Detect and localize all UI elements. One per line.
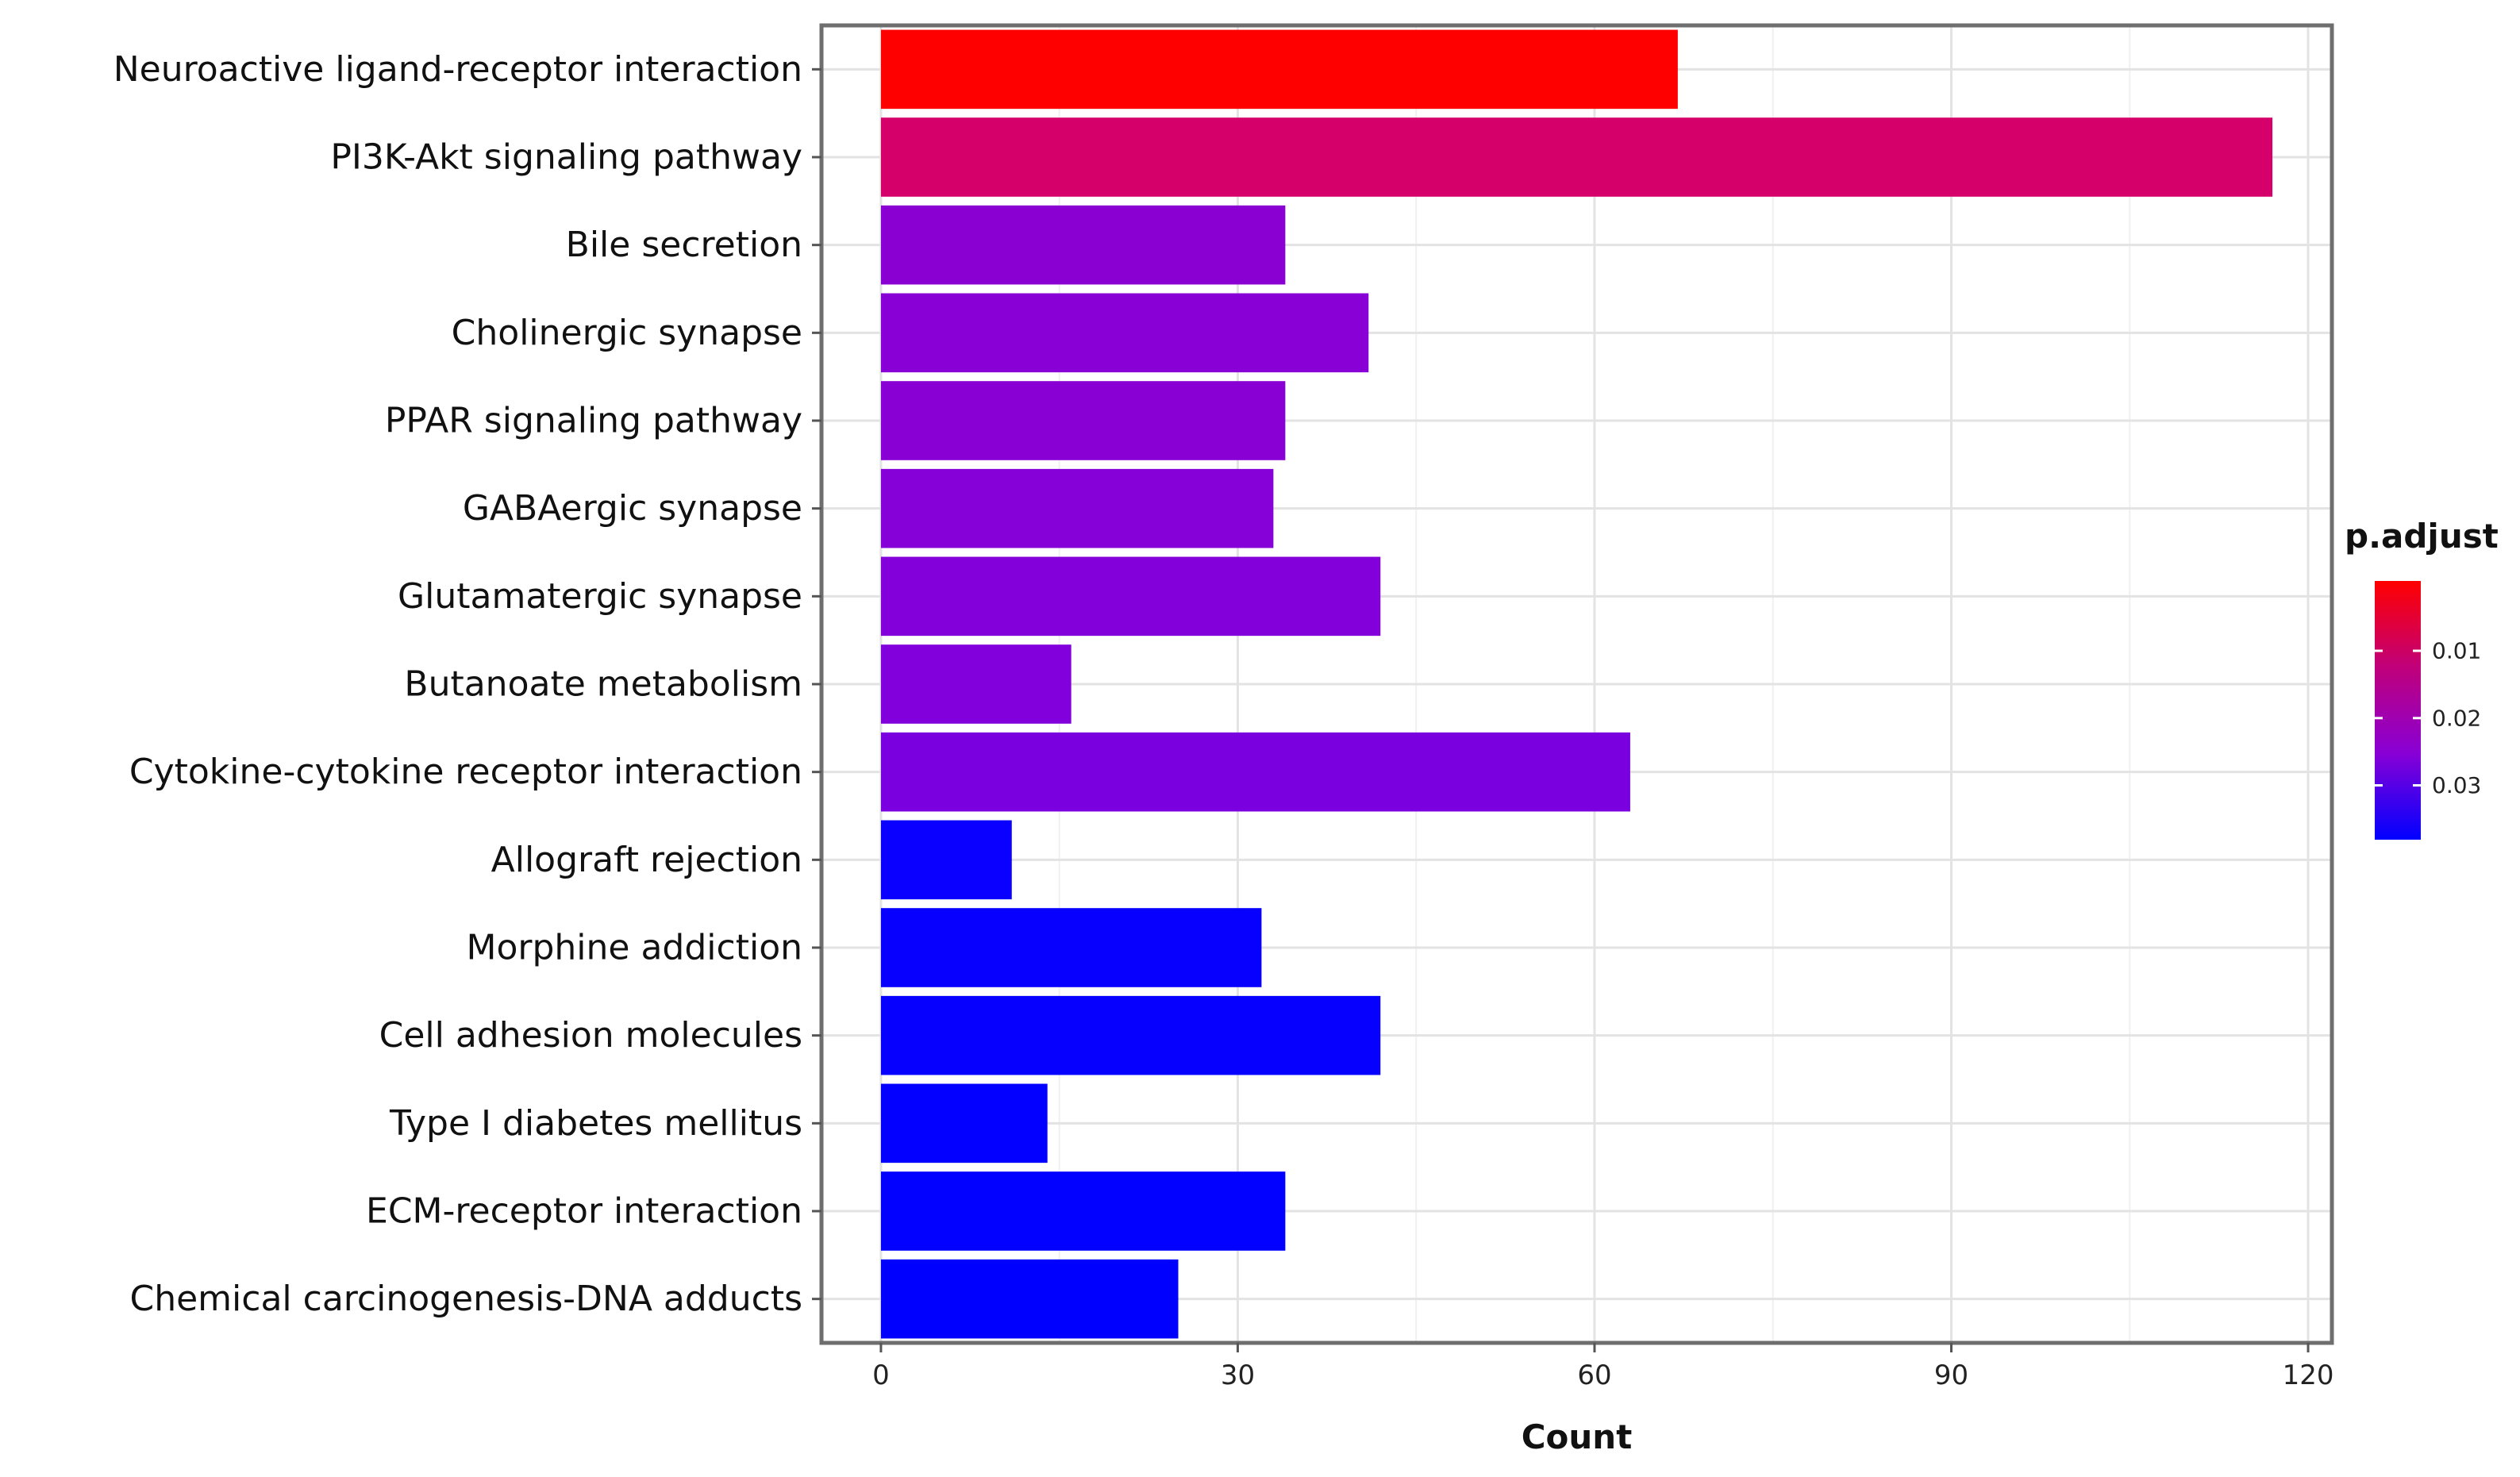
bar <box>880 1171 1286 1251</box>
bar <box>880 1083 1048 1164</box>
bar <box>880 29 1678 110</box>
y-axis-ticks: Neuroactive ligand-receptor interaction P… <box>113 49 821 1319</box>
bar <box>880 205 1286 285</box>
bars <box>880 29 2273 1339</box>
category-label: Glutamatergic synapse <box>398 576 802 617</box>
legend-title: p.adjust <box>2345 517 2499 556</box>
bar <box>880 381 1286 460</box>
bar <box>880 908 1262 987</box>
bar <box>880 732 1630 812</box>
x-tick-label: 30 <box>1221 1360 1255 1391</box>
bar <box>880 644 1071 724</box>
category-label: Chemical carcinogenesis-DNA adducts <box>130 1279 803 1319</box>
category-label: Allograft rejection <box>491 840 802 880</box>
legend: p.adjust 0.01 0.02 0.03 <box>2345 517 2499 840</box>
bar <box>880 556 1381 637</box>
category-label: Cytokine-cytokine receptor interaction <box>129 752 802 792</box>
legend-ticks: 0.01 0.02 0.03 <box>2375 638 2481 798</box>
legend-tick-label: 0.01 <box>2432 638 2481 664</box>
bar <box>880 117 2273 197</box>
bar <box>880 293 1369 373</box>
legend-colorbar <box>2375 581 2421 840</box>
legend-tick-label: 0.02 <box>2432 705 2481 731</box>
category-label: Cholinergic synapse <box>452 313 802 353</box>
category-label: Cell adhesion molecules <box>379 1015 802 1056</box>
category-label: Type I diabetes mellitus <box>389 1103 802 1144</box>
category-label: GABAergic synapse <box>463 488 802 529</box>
category-label: Bile secretion <box>566 225 802 265</box>
x-tick-label: 120 <box>2283 1360 2334 1391</box>
x-tick-label: 0 <box>872 1360 890 1391</box>
bar <box>880 820 1012 900</box>
category-label: ECM-receptor interaction <box>366 1191 802 1232</box>
x-axis-ticks: 0 30 60 90 120 <box>872 1343 2333 1391</box>
bar <box>880 1259 1179 1339</box>
x-tick-label: 60 <box>1577 1360 1611 1391</box>
bar <box>880 995 1381 1075</box>
legend-tick-label: 0.03 <box>2432 772 2481 798</box>
x-tick-label: 90 <box>1934 1360 1968 1391</box>
bar <box>880 468 1274 548</box>
category-label: Morphine addiction <box>467 928 802 968</box>
category-label: Neuroactive ligand-receptor interaction <box>113 49 802 90</box>
x-axis-title: Count <box>1522 1417 1633 1456</box>
category-label: PI3K-Akt signaling pathway <box>330 137 802 178</box>
category-label: Butanoate metabolism <box>404 664 802 705</box>
category-label: PPAR signaling pathway <box>385 401 802 441</box>
